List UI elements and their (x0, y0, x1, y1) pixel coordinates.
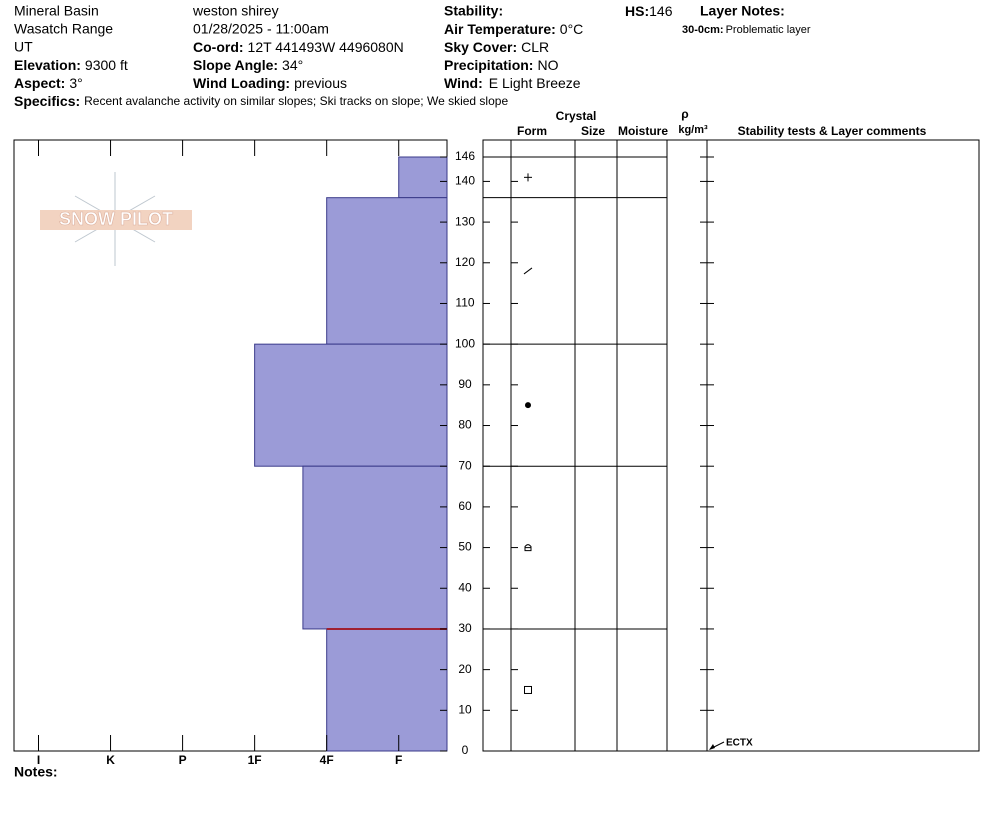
field-value: E Light Breeze (489, 75, 581, 91)
air-temperature: Air Temperature: 0°C (444, 21, 583, 37)
x-tick-label: P (179, 753, 187, 767)
test-arrowhead (709, 744, 715, 750)
logo-band (40, 210, 192, 230)
layer-note: 30-0cm: Problematic layer (682, 24, 811, 36)
precipitation: Precipitation: NO (444, 57, 559, 73)
stability: Stability: (444, 3, 503, 19)
wind: Wind: E Light Breeze (444, 75, 581, 91)
y-tick-label: 0 (462, 743, 469, 757)
field-label: Precipitation: (444, 57, 533, 73)
note-range: 30-0cm: (682, 24, 724, 36)
datetime: 01/28/2025 - 11:00am (193, 21, 329, 37)
x-tick-label: 4F (320, 753, 334, 767)
location: Wasatch Range (14, 21, 113, 37)
hardness-bar (326, 628, 448, 752)
field-value: previous (294, 75, 347, 91)
y-tick-label: 60 (458, 499, 472, 513)
coord: Co-ord: 12T 441493W 4496080N (193, 39, 404, 55)
col-header: Form (517, 124, 547, 138)
field-value: 146 (649, 3, 673, 19)
y-tick-label: 70 (458, 458, 472, 472)
col-header: ρ (681, 107, 688, 121)
x-tick-label: F (395, 753, 402, 767)
hardness-bar (326, 197, 448, 345)
field-label: Slope Angle: (193, 57, 278, 73)
y-tick-label: 140 (455, 174, 475, 188)
logo-text: SNOW PILOT (59, 209, 173, 229)
y-tick-label: 100 (455, 336, 475, 350)
field-label: HS: (625, 3, 649, 19)
layer-notes-title: Layer Notes: (700, 3, 785, 19)
logo: SNOW PILOT (40, 172, 192, 266)
elevation: Elevation: 9300 ft (14, 57, 128, 73)
field-value: Recent avalanche activity on similar slo… (84, 94, 508, 108)
slope-angle: Slope Angle: 34° (193, 57, 303, 73)
field-label: Elevation: (14, 57, 81, 73)
grain-symbol (523, 267, 533, 275)
y-tick-label: 40 (458, 580, 472, 594)
x-tick-label: K (106, 753, 115, 767)
table-frame (482, 139, 980, 752)
location: UT (14, 39, 33, 55)
y-tick-label: 110 (455, 296, 474, 310)
aspect: Aspect: 3° (14, 75, 83, 91)
field-label: Wind: (444, 75, 483, 91)
x-tick-label: I (37, 753, 40, 767)
y-tick-label: 90 (458, 377, 472, 391)
field-label: Specifics: (14, 93, 80, 109)
stability-test: ECTX (726, 738, 753, 749)
y-tick-label: 50 (458, 540, 472, 554)
grain-symbol (525, 402, 531, 409)
col-header: Moisture (618, 124, 668, 138)
y-tick-label: 130 (455, 214, 475, 228)
col-header: kg/m³ (678, 124, 708, 136)
x-tick-label: 1F (248, 753, 262, 767)
field-value: 12T 441493W 4496080N (248, 39, 404, 55)
field-value: 9300 ft (85, 57, 128, 73)
y-tick-label: 20 (458, 662, 472, 676)
y-tick-label: 30 (458, 621, 472, 635)
hardness-bar (398, 156, 448, 199)
field-label: Co-ord: (193, 39, 244, 55)
field-value: 34° (282, 57, 303, 73)
hardness-bar (254, 343, 448, 467)
field-value: 3° (69, 75, 82, 91)
y-tick-label: 120 (455, 255, 475, 269)
grain-symbol (524, 685, 532, 694)
field-value: 0°C (560, 21, 584, 37)
observer: weston shirey (192, 3, 279, 19)
notes-label: Notes: (14, 764, 58, 780)
y-tick-label: 80 (458, 418, 472, 432)
field-value: NO (537, 57, 558, 73)
field-value: CLR (521, 39, 549, 55)
field-label: Sky Cover: (444, 39, 517, 55)
field-label: Air Temperature: (444, 21, 556, 37)
note-text: Problematic layer (726, 24, 811, 36)
location: Mineral Basin (14, 3, 99, 19)
grain-symbol (524, 544, 532, 552)
field-label: Wind Loading: (193, 75, 290, 91)
sky-cover: Sky Cover: CLR (444, 39, 549, 55)
field-label: Aspect: (14, 75, 65, 91)
hardness-bar (302, 465, 448, 630)
y-tick-label: 10 (458, 702, 472, 716)
col-header: Crystal (556, 109, 597, 123)
col-header: Size (581, 124, 605, 138)
y-tick-label: 146 (455, 149, 475, 163)
hs: HS:146 (625, 3, 673, 19)
specifics: Specifics: Recent avalanche activity on s… (14, 93, 508, 109)
col-header: Stability tests & Layer comments (738, 124, 927, 138)
wind-loading: Wind Loading: previous (193, 75, 347, 91)
